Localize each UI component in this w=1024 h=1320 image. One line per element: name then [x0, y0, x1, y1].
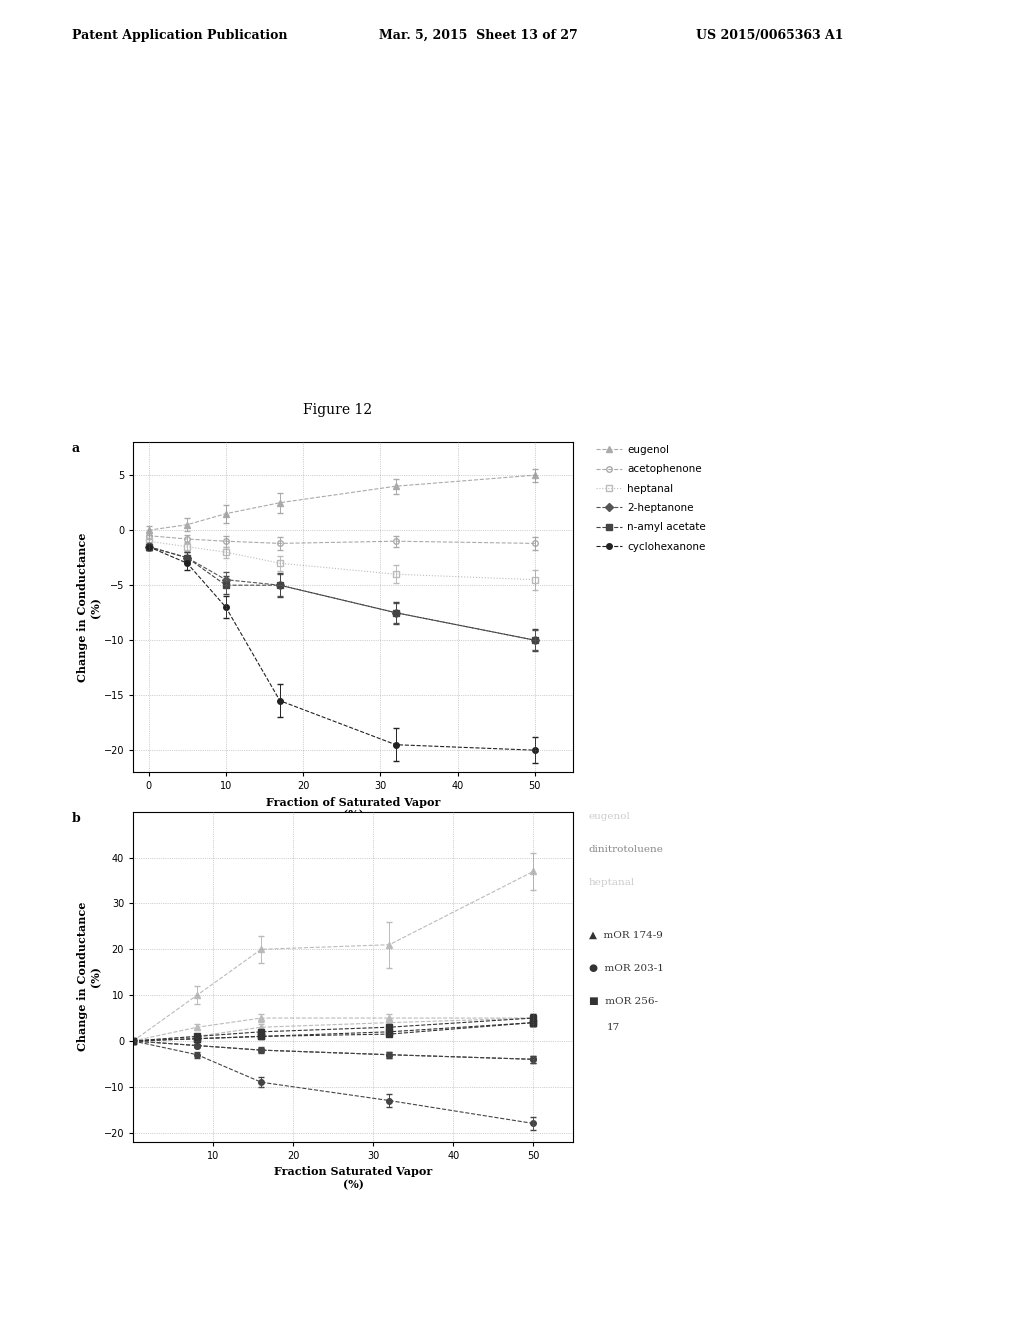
- Text: ▲  mOR 174-9: ▲ mOR 174-9: [589, 931, 663, 940]
- Text: heptanal: heptanal: [589, 878, 635, 887]
- Text: dinitrotoluene: dinitrotoluene: [589, 845, 664, 854]
- Text: ●  mOR 203-1: ● mOR 203-1: [589, 964, 664, 973]
- X-axis label: Fraction of Saturated Vapor
(%): Fraction of Saturated Vapor (%): [266, 797, 440, 821]
- X-axis label: Fraction Saturated Vapor
(%): Fraction Saturated Vapor (%): [274, 1167, 432, 1191]
- Text: Mar. 5, 2015  Sheet 13 of 27: Mar. 5, 2015 Sheet 13 of 27: [379, 29, 578, 42]
- Text: 17: 17: [607, 1023, 621, 1032]
- Text: Patent Application Publication: Patent Application Publication: [72, 29, 287, 42]
- Text: a: a: [72, 442, 80, 455]
- Text: Figure 12: Figure 12: [303, 403, 373, 417]
- Text: US 2015/0065363 A1: US 2015/0065363 A1: [696, 29, 844, 42]
- Text: b: b: [72, 812, 81, 825]
- Text: ■  mOR 256-: ■ mOR 256-: [589, 997, 657, 1006]
- Text: eugenol: eugenol: [589, 812, 631, 821]
- Legend: eugenol, acetophenone, heptanal, 2-heptanone, n-amyl acetate, cyclohexanone: eugenol, acetophenone, heptanal, 2-hepta…: [592, 441, 711, 556]
- Y-axis label: Change in Conductance
(%): Change in Conductance (%): [77, 532, 100, 682]
- Y-axis label: Change in Conductance
(%): Change in Conductance (%): [77, 902, 100, 1052]
